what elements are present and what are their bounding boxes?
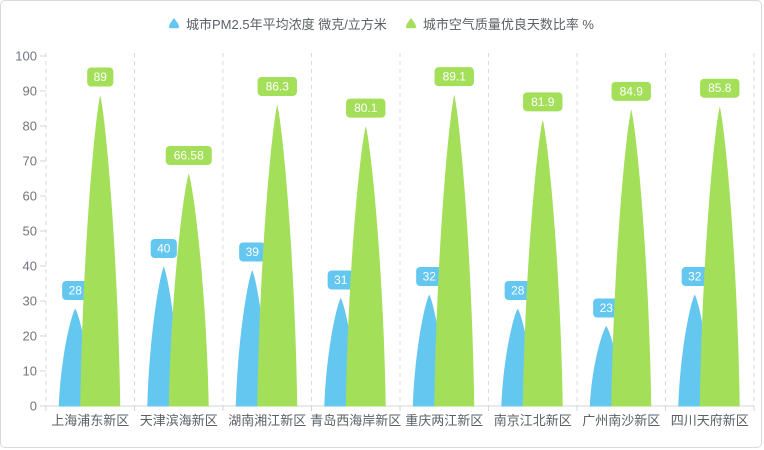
y-axis-label: 70: [23, 154, 37, 169]
value-badge-label: 28: [511, 284, 525, 298]
x-category-label: 四川天府新区: [671, 413, 749, 428]
value-badge: [239, 242, 266, 262]
value-badge-label: 28: [69, 284, 83, 298]
value-badge-label: 40: [157, 242, 171, 256]
petal-bar[interactable]: [434, 94, 475, 407]
petal-bar[interactable]: [257, 104, 298, 407]
value-badge: [165, 145, 212, 165]
y-axis-label: 60: [23, 189, 37, 204]
legend-petal-icon: [405, 18, 416, 29]
y-axis-label: 0: [30, 399, 37, 414]
value-badge: [257, 76, 297, 96]
chart-legend: 城市PM2.5年平均浓度 微克/立方米 城市空气质量优良天数比率 %: [1, 13, 761, 33]
legend-label: 城市空气质量优良天数比率 %: [422, 16, 594, 32]
value-badge: [416, 267, 443, 286]
value-badge: [327, 270, 354, 290]
value-badge: [62, 281, 89, 300]
value-badge: [434, 67, 474, 87]
legend-item[interactable]: 城市PM2.5年平均浓度 微克/立方米: [168, 14, 387, 33]
value-badge-label: 66.58: [174, 148, 204, 162]
y-axis-label: 40: [23, 259, 37, 274]
value-badge: [700, 78, 740, 98]
value-badge: [87, 67, 114, 87]
value-badge: [523, 92, 563, 112]
y-axis-label: 30: [23, 294, 37, 309]
value-badge-label: 32: [423, 270, 437, 284]
x-category-label: 南京江北新区: [494, 413, 572, 428]
value-badge: [346, 98, 386, 118]
value-badge-label: 81.9: [531, 95, 555, 109]
petal-bar[interactable]: [522, 119, 563, 407]
legend-label: 城市PM2.5年平均浓度 微克/立方米: [186, 16, 387, 32]
y-axis-label: 50: [23, 224, 37, 239]
y-axis-label: 80: [23, 119, 37, 134]
x-category-label: 青岛西海岸新区: [310, 413, 401, 428]
value-badge-label: 31: [334, 273, 348, 287]
value-badge-label: 89: [94, 70, 108, 84]
x-category-label: 上海浦东新区: [51, 413, 129, 428]
x-category-label: 天津滨海新区: [140, 413, 218, 428]
y-axis-label: 100: [15, 49, 37, 64]
legend-item[interactable]: 城市空气质量优良天数比率 %: [405, 14, 594, 33]
petal-bar[interactable]: [168, 173, 209, 407]
value-badge-label: 89.1: [443, 70, 467, 84]
y-axis-label: 90: [23, 84, 37, 99]
x-category-label: 广州南沙新区: [582, 413, 660, 428]
y-axis-label: 10: [23, 364, 37, 379]
petal-bar[interactable]: [345, 126, 386, 407]
value-badge-label: 86.3: [266, 79, 290, 93]
petal-bar[interactable]: [699, 106, 740, 407]
value-badge: [150, 239, 177, 258]
y-axis-label: 20: [23, 329, 37, 344]
value-badge-label: 84.9: [620, 84, 644, 98]
legend-petal-icon: [169, 18, 180, 29]
petal-bar[interactable]: [611, 109, 652, 407]
value-badge: [504, 281, 531, 300]
value-badge: [611, 81, 651, 101]
value-badge-label: 80.1: [354, 101, 378, 115]
value-badge: [593, 298, 620, 318]
petal-bar[interactable]: [80, 95, 121, 407]
value-badge-label: 32: [688, 270, 702, 284]
value-badge-label: 23: [600, 301, 614, 315]
x-category-label: 重庆两江新区: [405, 413, 483, 428]
value-badge-label: 39: [246, 245, 260, 259]
value-badge-label: 85.8: [708, 81, 732, 95]
value-badge: [681, 267, 708, 286]
x-category-label: 湖南湘江新区: [228, 413, 306, 428]
